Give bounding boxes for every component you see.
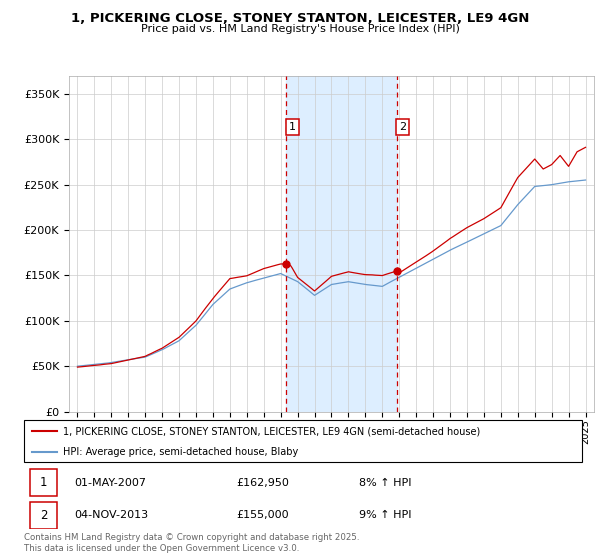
Text: 04-NOV-2013: 04-NOV-2013 — [74, 510, 148, 520]
FancyBboxPatch shape — [24, 420, 582, 462]
Text: 1: 1 — [289, 122, 296, 132]
Text: 1, PICKERING CLOSE, STONEY STANTON, LEICESTER, LE9 4GN: 1, PICKERING CLOSE, STONEY STANTON, LEIC… — [71, 12, 529, 25]
Text: Price paid vs. HM Land Registry's House Price Index (HPI): Price paid vs. HM Land Registry's House … — [140, 24, 460, 34]
Text: £155,000: £155,000 — [236, 510, 289, 520]
Text: 9% ↑ HPI: 9% ↑ HPI — [359, 510, 412, 520]
FancyBboxPatch shape — [29, 469, 58, 496]
Text: 8% ↑ HPI: 8% ↑ HPI — [359, 478, 412, 488]
FancyBboxPatch shape — [29, 502, 58, 529]
Text: 2: 2 — [399, 122, 406, 132]
Text: 1: 1 — [40, 477, 47, 489]
Text: 1, PICKERING CLOSE, STONEY STANTON, LEICESTER, LE9 4GN (semi-detached house): 1, PICKERING CLOSE, STONEY STANTON, LEIC… — [63, 426, 481, 436]
Text: Contains HM Land Registry data © Crown copyright and database right 2025.
This d: Contains HM Land Registry data © Crown c… — [24, 533, 359, 553]
Bar — [286, 76, 397, 412]
Text: HPI: Average price, semi-detached house, Blaby: HPI: Average price, semi-detached house,… — [63, 447, 298, 458]
Text: £162,950: £162,950 — [236, 478, 289, 488]
Text: 2: 2 — [40, 508, 47, 521]
Text: 01-MAY-2007: 01-MAY-2007 — [74, 478, 146, 488]
